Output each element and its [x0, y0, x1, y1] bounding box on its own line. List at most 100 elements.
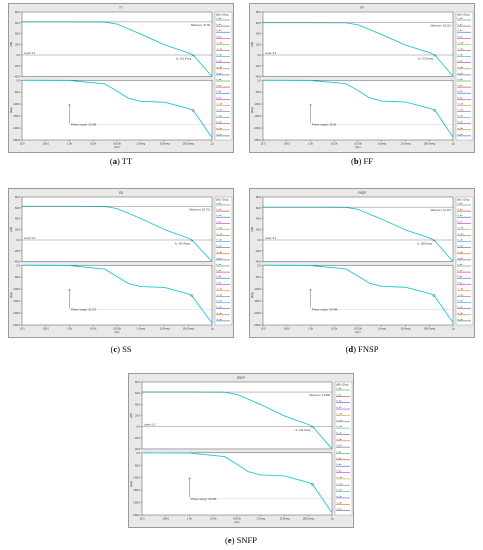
x-tick-label: 100.0meg: [423, 142, 435, 146]
gain-level-label: Level: 0.0: [265, 236, 277, 240]
gain-y-tick-label: 60.0: [135, 391, 141, 395]
gain-plot-area: [262, 196, 454, 262]
legend-box: [214, 11, 233, 141]
phase-trace: [262, 79, 454, 138]
legend-entry: ss_ph: [458, 234, 465, 236]
phase-margin-label: Phase margin: 53.494: [312, 308, 338, 312]
legend-entry: fs_ph: [217, 122, 223, 124]
legend-entry: sf_ph: [217, 134, 223, 136]
legend-entry: sf_db: [458, 313, 464, 315]
x-tick-label: 10.0: [260, 142, 266, 146]
phase-fc-marker: [190, 293, 194, 297]
x-tick-label: 100.0: [284, 142, 291, 146]
legend-entry: tt_db: [458, 17, 464, 20]
legend-entry: tt_ph: [458, 208, 464, 211]
legend-entry: ss_ph: [458, 49, 465, 51]
legend-entry: sf_db: [217, 67, 223, 69]
legend-entry: ff_db: [337, 464, 343, 466]
panel-title: TT: [119, 6, 123, 10]
legend-entry: sf_db: [458, 128, 464, 130]
legend-entry: tt_db: [458, 263, 464, 266]
gain-fc-marker: [191, 54, 195, 57]
x-tick-label: 10.0meg: [159, 142, 170, 146]
panel-fnsp: FNSP 80.0 60.0 40.0 20.0 0.0 -20.0 -40.0 (dB) Max…: [249, 188, 475, 338]
x-tick-label: 100.0k: [354, 327, 362, 331]
gain-level-label: Level: 0.0: [24, 236, 36, 240]
gain-y-tick-label: -40.0: [134, 447, 140, 451]
phase-y-tick-label: -100.0: [254, 102, 262, 106]
legend-entry: ss_ph: [217, 49, 224, 51]
x-tick-label: 10.0k: [331, 327, 338, 331]
legend-entry: ff_db: [337, 401, 343, 403]
caption-fnsp: (d) FNSP: [345, 344, 379, 354]
x-tick-label: 100.0meg: [423, 327, 435, 331]
bode-plot-ss: SS 80.0 60.0 40.0 20.0 0.0 -20.0 -40.0 (dB) Maxim…: [8, 188, 234, 338]
legend-entry: ss_db: [337, 477, 344, 479]
panel-title: FF: [360, 6, 364, 10]
phase-y-tick-label: -250.0: [13, 138, 21, 142]
legend-entry: fs_ph: [458, 61, 464, 63]
gain-y-tick-label: 20.0: [256, 42, 262, 46]
legend-entry: ss_ph: [337, 420, 344, 422]
gain-plot-area: [141, 381, 333, 450]
phase-plot-area: [141, 452, 333, 516]
legend-entry: ff_db: [458, 276, 464, 278]
gain-max-label: Maximum: 60.116: [431, 24, 452, 28]
legend-entry: sf_db: [458, 252, 464, 254]
gain-y-tick-label: -40.0: [14, 75, 20, 79]
gain-y-tick-label: -40.0: [255, 75, 261, 79]
x-tick-label: 1g: [211, 142, 214, 146]
phase-margin-label: Phase margin: 55.08: [312, 123, 336, 127]
phase-plot-area: [262, 265, 454, 326]
gain-y-tick-label: 60.0: [15, 21, 21, 25]
phase-y-tick-label: -200.0: [254, 126, 262, 130]
x-tick-label: 100.0k: [233, 517, 241, 521]
legend-entry: ss_db: [337, 413, 344, 415]
phase-y-tick-label: -250.0: [254, 138, 262, 142]
legend-entry: ss_db: [458, 288, 465, 290]
legend-box: [455, 196, 474, 326]
x-tick-label: 10.0meg: [279, 517, 290, 521]
legend-entry: tt_db: [337, 387, 343, 390]
caption-ff: (b) FF: [350, 156, 373, 166]
phase-y-tick-label: 0.0: [16, 78, 20, 82]
gain-y-tick-label: 80.0: [256, 195, 262, 199]
gain-plot-area: [21, 196, 213, 262]
legend-entry: fs_ph: [217, 61, 223, 63]
legend-entry: ff_ph: [458, 97, 464, 99]
legend-entry: fs_db: [458, 116, 464, 118]
x-tick-label: 1.0meg: [136, 327, 145, 331]
x-tick-label: 10.0: [19, 142, 25, 146]
x-tick-label: 1.0meg: [377, 327, 386, 331]
legend-box: [455, 11, 474, 141]
legend-entry: fs_ph: [337, 432, 343, 434]
bode-plot-fnsp: FNSP 80.0 60.0 40.0 20.0 0.0 -20.0 -40.0 (dB) Max…: [249, 188, 475, 338]
gain-y-tick-label: 0.0: [257, 53, 261, 57]
gain-axis-label: (dB): [250, 227, 254, 232]
bode-plot-tt: TT 80.0 60.0 40.0 20.0 0.0 -20.0 -40.0 (dB) Maxim…: [8, 3, 234, 153]
phase-fc-marker: [311, 482, 314, 486]
x-tick-label: 100.0k: [113, 327, 121, 331]
phase-y-tick-label: 0.0: [136, 451, 140, 455]
gain-fc-label: fc: 158.6meg: [417, 242, 433, 246]
legend-entry: fs_ph: [337, 496, 343, 498]
gain-y-tick-label: -20.0: [14, 249, 20, 253]
legend-entry: ff_ph: [217, 97, 223, 99]
legend-entry: sf_ph: [217, 319, 223, 321]
legend-entry: tt_ph: [217, 23, 223, 26]
legend-entry: ss_ph: [458, 295, 465, 297]
legend-entry: tt_ph: [217, 269, 223, 272]
phase-y-tick-label: -150.0: [133, 488, 141, 492]
phase-axis-label: (deg): [9, 292, 13, 298]
legend-entry: tt_db: [217, 263, 223, 266]
gain-y-tick-label: -40.0: [255, 260, 261, 264]
legend-entry: fs_db: [337, 490, 343, 492]
phase-margin-label: Phase margin: 52.373: [71, 308, 97, 312]
gain-y-tick-label: 0.0: [16, 238, 20, 242]
gain-axis-label: (dB): [129, 413, 133, 418]
legend-entry: tt_ph: [217, 208, 223, 211]
phase-y-tick-label: -200.0: [13, 311, 21, 315]
legend-entry: tt_db: [337, 451, 343, 454]
phase-plot-area: [21, 265, 213, 326]
gain-max-label: Maximum: 61.989: [309, 393, 330, 397]
